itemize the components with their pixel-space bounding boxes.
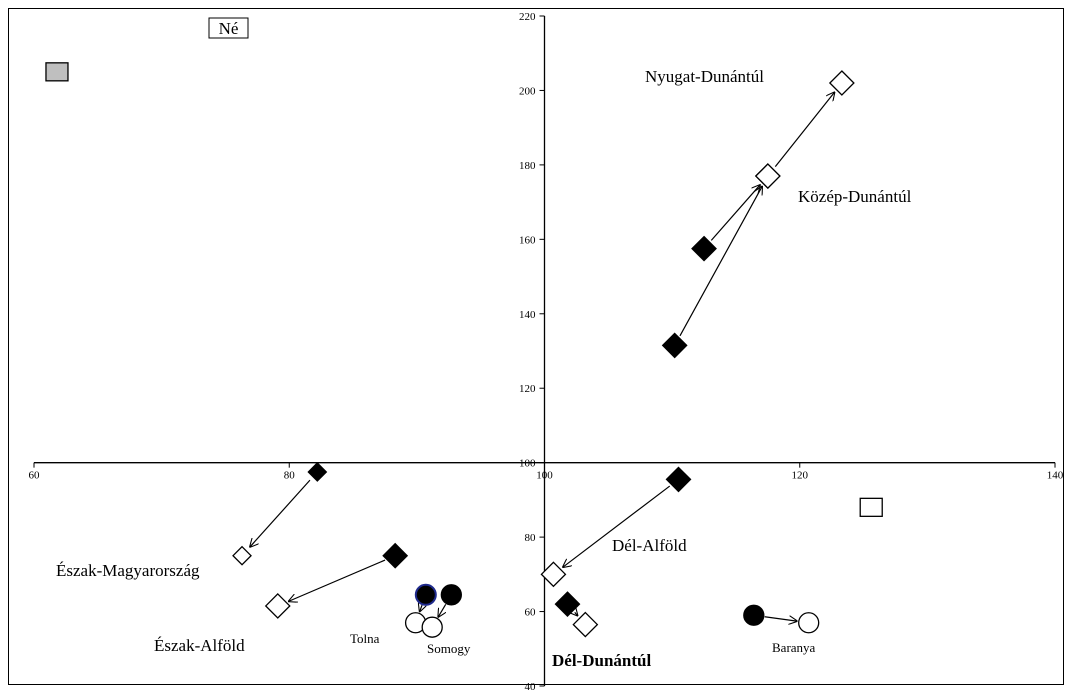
arrow (764, 617, 797, 621)
arrow (575, 612, 578, 615)
end-point (828, 70, 855, 96)
end-point (540, 561, 567, 588)
x-tick-label: 120 (792, 470, 809, 482)
region-label: Somogy (427, 641, 471, 656)
x-tick-label: 80 (284, 470, 296, 482)
x-tick-label: 60 (29, 470, 41, 482)
end-point (754, 163, 781, 189)
start-point (661, 332, 688, 359)
start-point (665, 466, 692, 493)
chart-frame (8, 8, 1064, 685)
region-label: Közép-Dunántúl (798, 187, 912, 206)
y-tick-label: 60 (525, 607, 537, 619)
region-label: Dél-Alföld (612, 536, 687, 555)
start-point (382, 542, 409, 569)
y-tick-label: 200 (519, 85, 536, 97)
legend-box-frame (208, 17, 249, 39)
start-point (554, 591, 581, 618)
y-tick-label: 40 (525, 681, 537, 691)
legend-box: Né (208, 17, 249, 39)
start-point (440, 584, 462, 606)
axes: 60 80 100 120 140 40 60 80 100 120 140 160 180 200 220 (29, 11, 1064, 691)
arrow (438, 603, 445, 617)
arrow (289, 559, 386, 601)
start-point (691, 235, 717, 262)
x-tick-label: 100 (536, 470, 553, 482)
end-point (798, 612, 820, 634)
labels: Nyugat-Dunántúl Közép-Dunántúl Észak-Magya… (56, 67, 912, 670)
region-label: Baranya (772, 640, 816, 655)
y-tick-label: 80 (525, 532, 537, 544)
y-tick-label: 160 (519, 234, 536, 246)
legend-box-label: Né (219, 19, 239, 38)
arrow (774, 92, 834, 168)
end-point (264, 593, 291, 619)
end-point (421, 616, 443, 638)
arrow (710, 185, 760, 241)
arrow (563, 485, 671, 567)
region-label: Észak-Alföld (154, 636, 245, 655)
arrows (250, 92, 834, 621)
arrow (420, 605, 422, 611)
region-label: Nyugat-Dunántúl (645, 67, 764, 86)
region-label: Tolna (350, 631, 380, 646)
arrow (679, 187, 762, 337)
start-point (414, 583, 437, 606)
x-tick-label: 140 (1047, 470, 1064, 482)
start-point (743, 604, 765, 626)
end-point (232, 545, 252, 566)
region-label: Észak-Magyarország (56, 561, 200, 580)
arrow (250, 479, 311, 547)
region-label: Dél-Dunántúl (552, 651, 651, 670)
y-tick-label: 180 (519, 160, 536, 172)
start-point (307, 462, 328, 482)
square-mark (859, 497, 883, 517)
y-tick-label: 220 (519, 11, 536, 23)
y-tick-label: 140 (519, 309, 536, 321)
marks (45, 62, 883, 638)
square-mark (45, 62, 69, 82)
y-tick-label: 100 (519, 458, 536, 470)
y-tick-label: 120 (519, 383, 536, 395)
end-point (572, 611, 599, 638)
